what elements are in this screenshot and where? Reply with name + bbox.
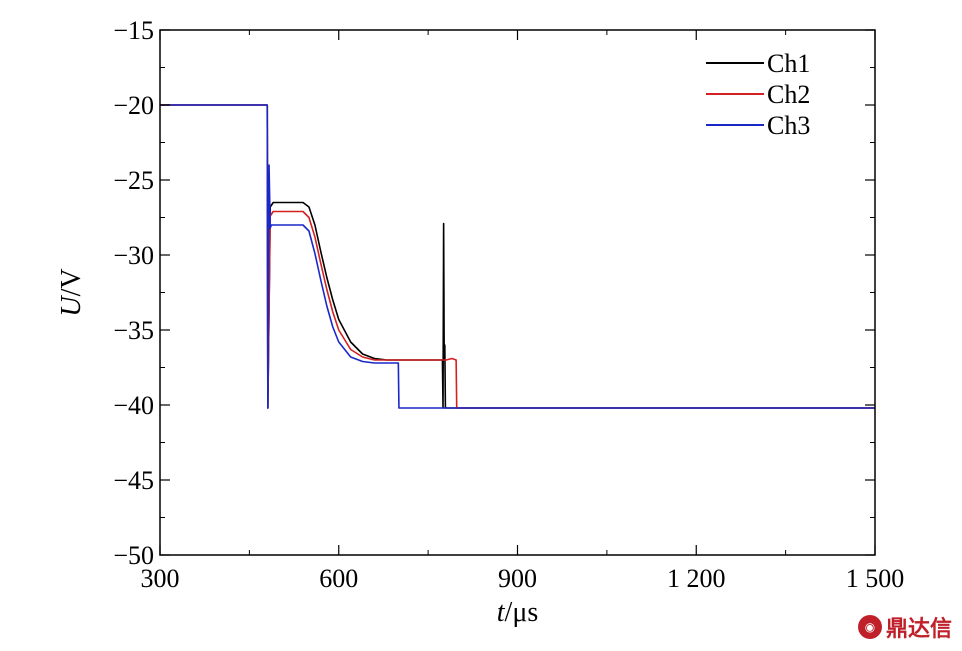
y-tick-label: −15 <box>113 16 154 45</box>
x-tick-label: 300 <box>141 564 180 593</box>
series-line-ch1 <box>160 104 875 409</box>
x-tick-label: 1 200 <box>667 564 726 593</box>
x-axis-label-var: t <box>497 597 506 628</box>
y-axis-label-unit: /V <box>56 268 87 296</box>
plot-series <box>160 104 875 409</box>
y-axis-label-var: U <box>56 295 87 317</box>
axis-tick-labels: 300 600 900 1 200 1 500 −15 −20 −25 −30 −35 −40 −45… <box>113 16 904 593</box>
dingdaxin-logo-icon: ◉ <box>857 615 882 639</box>
x-axis-label-unit: /μs <box>505 597 539 628</box>
series-line-ch3 <box>160 104 875 409</box>
y-tick-label: −20 <box>113 91 154 120</box>
legend-label-ch2: Ch2 <box>767 80 810 109</box>
y-tick-label: −50 <box>113 541 154 570</box>
legend-label-ch3: Ch3 <box>767 111 810 140</box>
y-tick-label: −35 <box>113 316 154 345</box>
y-tick-label: −40 <box>113 391 154 420</box>
x-tick-label: 600 <box>319 564 358 593</box>
watermark-text: 鼎达信 <box>885 617 952 642</box>
legend-label-ch1: Ch1 <box>767 49 810 78</box>
x-axis-label: t/μs <box>497 597 538 628</box>
y-tick-label: −30 <box>113 241 154 270</box>
y-axis-label: U/V <box>56 268 87 316</box>
series-line-ch2 <box>160 104 875 409</box>
watermark: ◉ 鼎达信 <box>857 611 952 643</box>
y-tick-label: −45 <box>113 466 154 495</box>
axis-ticks <box>159 29 876 556</box>
x-tick-label: 1 500 <box>846 564 905 593</box>
x-tick-label: 900 <box>498 564 537 593</box>
y-tick-label: −25 <box>113 166 154 195</box>
